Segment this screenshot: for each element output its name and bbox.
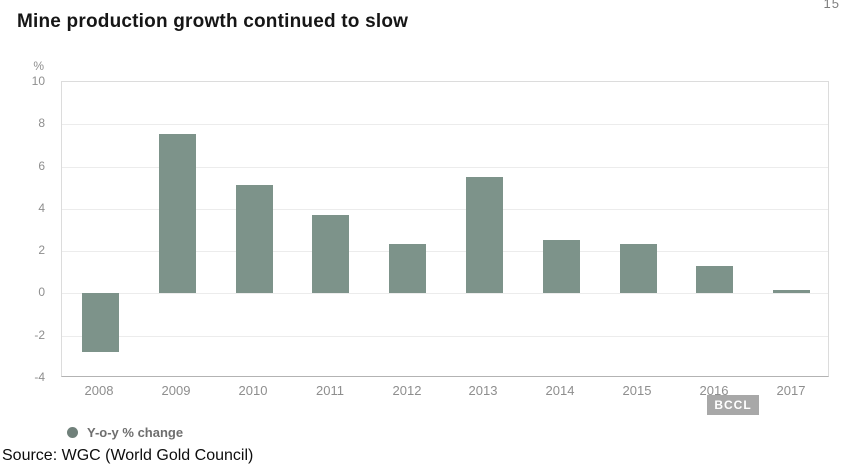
x-tick-label-2009: 2009	[161, 383, 191, 398]
gridline-y6	[62, 167, 828, 168]
legend: Y-o-y % change	[67, 424, 183, 440]
y-tick-label-8: 8	[38, 116, 45, 130]
gridline-y8	[62, 124, 828, 125]
bar-2017	[773, 290, 810, 293]
bar-2014	[543, 240, 580, 293]
x-tick-label-2014: 2014	[545, 383, 575, 398]
bar-2008	[82, 293, 119, 352]
source-note: Source: WGC (World Gold Council)	[2, 447, 254, 464]
gridline-y2	[62, 251, 828, 252]
plot-area	[61, 81, 829, 377]
page-number: 15	[823, 0, 840, 11]
y-tick-label-4: 4	[38, 201, 45, 215]
legend-label: Y-o-y % change	[87, 424, 184, 440]
gridline-y4	[62, 209, 828, 210]
x-tick-label-2011: 2011	[316, 383, 344, 398]
legend-marker-dot	[67, 426, 78, 438]
y-tick-label-6: 6	[38, 159, 45, 173]
bar-2016	[696, 266, 733, 293]
x-tick-label-2016: 2016	[699, 383, 729, 398]
x-tick-label-2013: 2013	[468, 383, 498, 398]
y-tick-label--4: -4	[34, 370, 45, 384]
x-tick-label-2012: 2012	[392, 383, 422, 398]
chart-title: Mine production growth continued to slow	[17, 11, 409, 32]
bar-2012	[389, 244, 426, 293]
bar-2011	[312, 215, 349, 293]
y-tick-label-10: 10	[31, 74, 45, 88]
x-tick-label-2017: 2017	[776, 383, 806, 398]
x-tick-label-2015: 2015	[622, 383, 652, 398]
x-tick-label-2010: 2010	[238, 383, 268, 398]
gridline-y0	[62, 293, 828, 294]
y-axis-unit-label: %	[33, 59, 44, 73]
bar-2009	[159, 134, 196, 293]
bar-2015	[620, 244, 657, 293]
y-tick-label--2: -2	[34, 328, 45, 342]
bar-2013	[466, 177, 503, 293]
x-tick-label-2008: 2008	[84, 383, 114, 398]
y-tick-label-0: 0	[38, 285, 45, 299]
y-tick-label-2: 2	[38, 243, 45, 257]
bar-2010	[236, 185, 273, 293]
gridline-y-2	[62, 336, 828, 337]
bccl-watermark: BCCL	[707, 395, 759, 415]
